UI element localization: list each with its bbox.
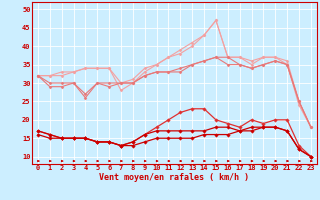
X-axis label: Vent moyen/en rafales ( km/h ): Vent moyen/en rafales ( km/h ) — [100, 173, 249, 182]
